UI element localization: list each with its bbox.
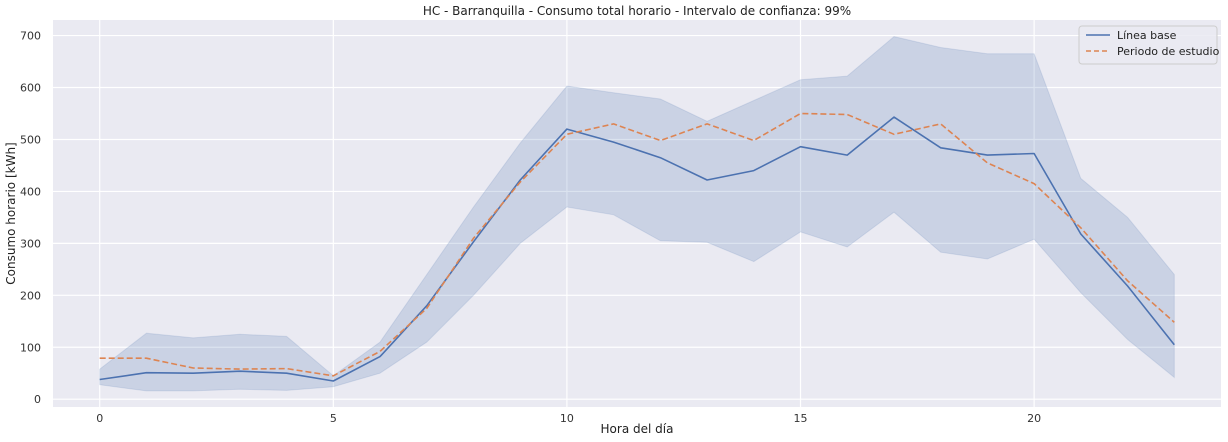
series-layer [99, 112, 1175, 382]
series-line-baseline [99, 116, 1175, 382]
y-tick-label: 200 [20, 289, 41, 302]
y-axis-title: Consumo horario [kWh] [4, 142, 18, 284]
y-tick-label: 400 [20, 185, 41, 198]
legend-label-study: Periodo de estudio [1117, 45, 1220, 58]
x-tick-label: 15 [794, 412, 808, 425]
y-tick-label: 600 [20, 82, 41, 95]
legend-label-baseline: Línea base [1117, 29, 1177, 42]
x-tick-labels: 0 5 10 15 20 [96, 412, 1041, 425]
series-line-study [99, 112, 1175, 377]
x-axis-title: Hora del día [601, 422, 674, 436]
x-tick-label: 10 [560, 412, 574, 425]
legend-box [1078, 25, 1218, 65]
x-tick-label: 20 [1027, 412, 1041, 425]
y-tick-labels: 0 100 200 300 400 500 600 700 [20, 30, 41, 407]
x-tick-label: 0 [96, 412, 103, 425]
y-tick-label: 700 [20, 30, 41, 43]
y-tick-label: 0 [34, 393, 41, 406]
plot-background [53, 20, 1221, 407]
legend: Línea base Periodo de estudio [1078, 25, 1220, 65]
chart-title: HC - Barranquilla - Consumo total horari… [423, 4, 851, 18]
grid-lines [53, 20, 1221, 407]
y-tick-label: 500 [20, 133, 41, 146]
y-tick-label: 100 [20, 341, 41, 354]
y-tick-label: 300 [20, 237, 41, 250]
x-tick-label: 5 [330, 412, 337, 425]
